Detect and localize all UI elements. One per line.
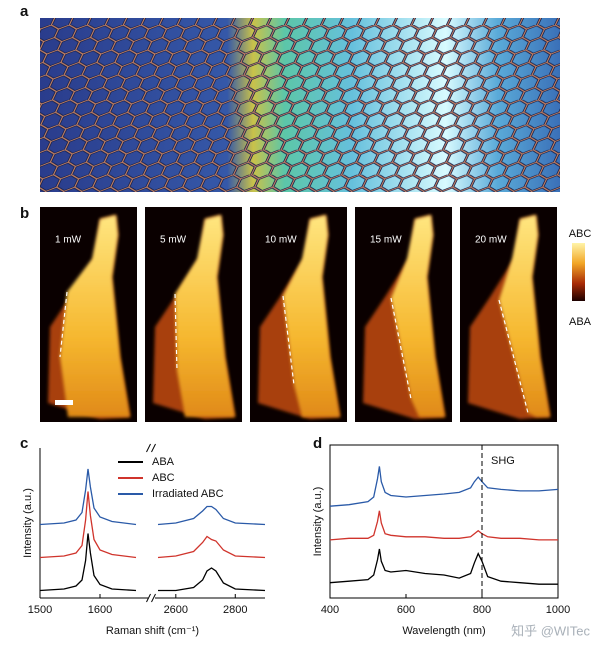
power-label: 1 mW (55, 235, 82, 246)
legend-label: ABA (152, 456, 175, 468)
x-axis-label: Wavelength (nm) (402, 625, 485, 637)
boundary (282, 295, 295, 386)
spectrum-line (39, 468, 137, 526)
honeycomb-lattice (40, 18, 560, 192)
sample-image: 10 mW (250, 207, 347, 422)
power-label: 20 mW (475, 235, 507, 246)
sample-image: 20 mW (460, 207, 557, 422)
spectrum-line (39, 533, 137, 592)
power-label: 10 mW (265, 235, 297, 246)
flake-abc (391, 215, 445, 417)
colorbar-bottom-label: ABA (569, 316, 592, 328)
y-axis-label: Intensity (a.u.) (312, 487, 324, 557)
sample-image: 15 mW (355, 207, 452, 422)
flake-abc (175, 215, 235, 417)
flake-abc (60, 215, 130, 417)
legend-label: Irradiated ABC (152, 488, 224, 500)
x-tick-label: 1500 (28, 604, 52, 616)
power-label: 15 mW (370, 235, 402, 246)
x-axis-label: Raman shift (cm⁻¹) (106, 625, 199, 637)
x-tick-label: 2800 (223, 604, 247, 616)
x-tick-label: 600 (397, 604, 415, 616)
flake-abc (283, 215, 340, 417)
panel-label: b (20, 205, 29, 222)
power-label: 5 mW (160, 235, 187, 246)
scale-bar (55, 400, 73, 405)
x-tick-label: 800 (473, 604, 491, 616)
x-tick-label: 1000 (546, 604, 570, 616)
axis-break (151, 593, 156, 603)
spectrum-line (157, 535, 266, 559)
sample-image: 5 mW (145, 207, 242, 422)
watermark: 知乎 @WITec (511, 623, 590, 638)
x-tick-label: 2600 (164, 604, 188, 616)
plot-frame (329, 444, 559, 599)
x-tick-label: 400 (321, 604, 339, 616)
x-tick-label: 1600 (88, 604, 112, 616)
spectrum-line (329, 466, 559, 507)
boundary (174, 293, 178, 372)
annotation-label: SHG (491, 455, 515, 467)
spectrum-line (157, 505, 266, 526)
panel-label: d (313, 435, 322, 452)
axis-break (146, 443, 151, 453)
panel-label: a (20, 3, 29, 20)
boundary (390, 297, 412, 400)
colorbar (572, 243, 585, 301)
spectrum-line (329, 510, 558, 541)
colorbar-top-label: ABC (569, 228, 592, 240)
axis-break (151, 443, 156, 453)
boundary (498, 299, 529, 414)
legend-label: ABC (152, 472, 175, 484)
spectrum-line (158, 567, 266, 592)
y-axis-label: Intensity (a.u.) (22, 488, 34, 558)
panel-label: c (20, 435, 28, 452)
axis-break (146, 593, 151, 603)
spectrum-line (39, 491, 137, 559)
flake-abc (499, 215, 550, 417)
spectrum-line (329, 548, 558, 585)
sample-image: 1 mW (40, 207, 137, 422)
boundary (59, 291, 68, 358)
